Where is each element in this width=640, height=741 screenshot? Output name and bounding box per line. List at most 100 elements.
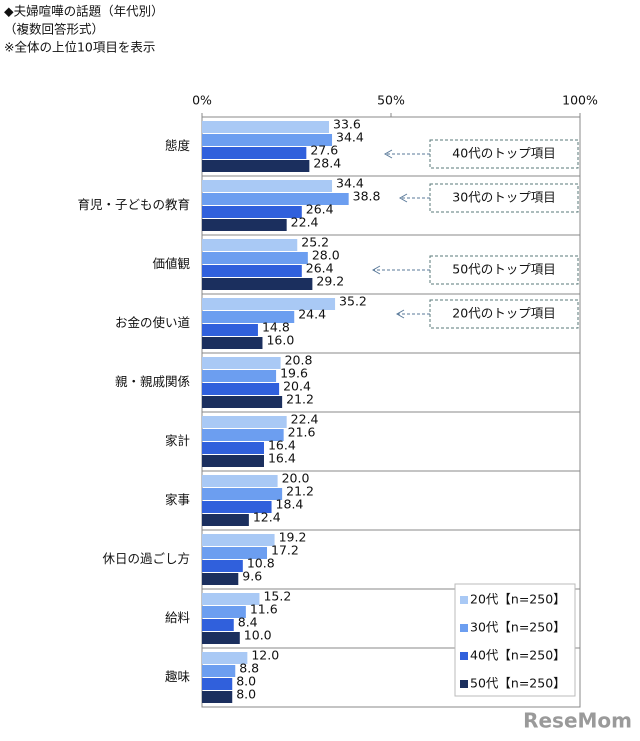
bar — [202, 429, 284, 441]
value-label: 28.0 — [312, 248, 340, 263]
legend-swatch — [460, 652, 468, 660]
bar — [202, 383, 280, 395]
bar — [202, 488, 283, 500]
value-label: 20.4 — [283, 379, 311, 394]
value-label: 17.2 — [271, 543, 299, 558]
value-label: 35.2 — [339, 294, 367, 309]
value-label: 20.8 — [285, 353, 313, 368]
bar — [202, 265, 302, 277]
value-label: 21.2 — [286, 392, 314, 407]
legend-swatch — [460, 596, 468, 604]
bar — [202, 311, 295, 323]
y-tick-label: 休日の過ごし方 — [102, 551, 190, 566]
value-label: 21.6 — [288, 425, 316, 440]
value-label: 8.0 — [236, 687, 256, 702]
bar — [202, 501, 272, 513]
bar — [202, 193, 349, 205]
y-tick-label: 親・親戚関係 — [115, 374, 190, 389]
value-label: 34.4 — [336, 176, 364, 191]
bar — [202, 632, 240, 644]
y-tick-label: 態度 — [165, 138, 191, 153]
bar — [202, 160, 310, 172]
legend-label: 50代【n=250】 — [470, 676, 566, 691]
y-tick-label: 家計 — [165, 433, 190, 448]
bar — [202, 573, 239, 585]
bar — [202, 652, 248, 664]
value-label: 24.4 — [298, 307, 326, 322]
x-tick-label: 0% — [192, 93, 212, 108]
arrow-head — [395, 309, 405, 319]
bar — [202, 147, 307, 159]
bar — [202, 442, 264, 454]
annotation-box — [429, 139, 579, 169]
y-tick-label: 育児・子どもの教育 — [77, 197, 190, 212]
annotation-box — [429, 183, 579, 213]
bar — [202, 593, 260, 605]
bar — [202, 252, 308, 264]
bar — [202, 534, 275, 546]
bar — [202, 298, 336, 310]
value-label: 29.2 — [316, 274, 344, 289]
bar — [202, 455, 264, 467]
bar — [202, 396, 283, 408]
value-label: 12.0 — [251, 648, 279, 663]
value-label: 19.6 — [280, 366, 308, 381]
value-label: 10.0 — [244, 628, 272, 643]
value-label: 33.6 — [333, 117, 361, 132]
bar — [202, 134, 333, 146]
bar — [202, 239, 298, 251]
bar — [202, 370, 277, 382]
bar — [202, 416, 287, 428]
bar — [202, 619, 234, 631]
value-label: 18.4 — [276, 497, 304, 512]
bar — [202, 475, 278, 487]
value-label: 15.2 — [263, 589, 291, 604]
bar — [202, 337, 263, 349]
legend-swatch — [460, 624, 468, 632]
annotation: 30代のトップ項目 — [452, 190, 555, 205]
bar — [202, 691, 233, 703]
value-label: 26.4 — [306, 261, 334, 276]
arrow-head — [383, 149, 393, 159]
value-label: 8.8 — [239, 661, 259, 676]
value-label: 38.8 — [353, 189, 381, 204]
bar — [202, 206, 302, 218]
bar — [202, 219, 287, 231]
value-label: 8.0 — [236, 674, 256, 689]
y-tick-label: お金の使い道 — [115, 315, 191, 330]
chart-note: ※全体の上位10項目を表示 — [4, 40, 155, 55]
chart-title: ◆夫婦喧嘩の話題（年代別） — [4, 4, 164, 19]
bar — [202, 121, 330, 133]
value-label: 22.4 — [291, 412, 319, 427]
y-tick-label: 趣味 — [165, 669, 191, 684]
annotation-box — [429, 255, 579, 285]
y-tick-label: 家事 — [165, 492, 190, 507]
value-label: 16.4 — [268, 451, 296, 466]
value-label: 11.6 — [250, 602, 278, 617]
legend-swatch — [460, 680, 468, 688]
bar — [202, 180, 333, 192]
legend-label: 20代【n=250】 — [470, 592, 566, 607]
value-label: 12.4 — [253, 510, 281, 525]
x-tick-label: 100% — [562, 93, 598, 108]
bar — [202, 560, 243, 572]
value-label: 9.6 — [242, 569, 262, 584]
value-label: 16.0 — [266, 333, 294, 348]
annotation: 50代のトップ項目 — [452, 262, 555, 277]
legend-box — [454, 583, 576, 697]
bar — [202, 278, 313, 290]
bar — [202, 514, 249, 526]
value-label: 14.8 — [262, 320, 290, 335]
arrow-head — [398, 193, 408, 203]
annotation: 20代のトップ項目 — [452, 306, 555, 321]
value-label: 10.8 — [247, 556, 275, 571]
value-label: 28.4 — [313, 156, 341, 171]
value-label: 26.4 — [306, 202, 334, 217]
value-label: 8.4 — [238, 615, 258, 630]
bar — [202, 678, 233, 690]
bar — [202, 357, 281, 369]
bar — [202, 547, 268, 559]
arrow-head — [371, 265, 381, 275]
